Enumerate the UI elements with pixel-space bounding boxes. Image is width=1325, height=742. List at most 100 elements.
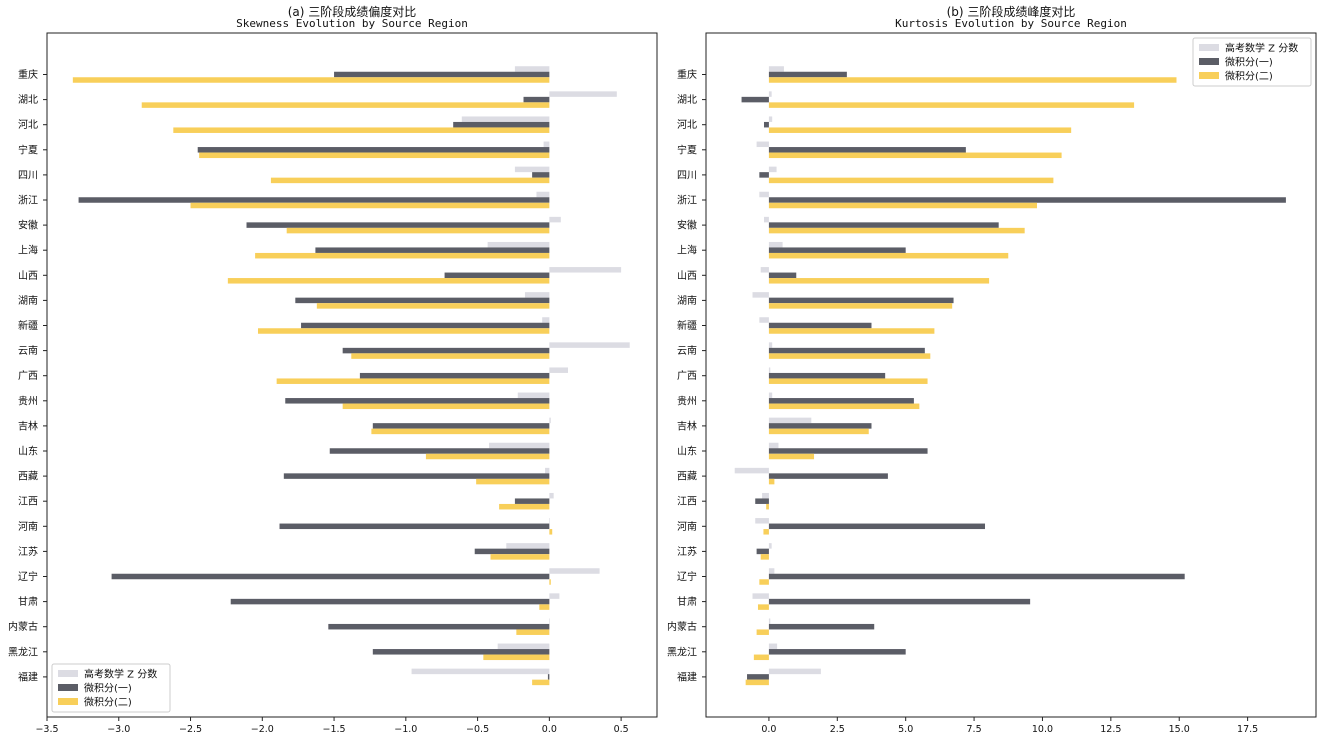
bar-gaokao-20 [768,568,775,574]
bar-gaokao-13 [768,392,773,399]
bar-calc1-20 [111,573,550,580]
category-label: 贵州 [677,394,697,407]
bar-calc1-18 [279,523,550,530]
category-label: 湖北 [18,94,38,106]
bar-calc1-22 [328,623,550,630]
bar-gaokao-4 [514,166,550,173]
bar-calc1-20 [768,573,1185,580]
x-tick-label: 12.5 [1100,724,1121,735]
bar-calc2-22 [756,629,769,635]
category-label: 甘肃 [677,595,697,608]
x-tick-label: 5.0 [898,724,913,735]
bar-calc1-12 [359,372,550,379]
category-label: 湖南 [677,294,697,307]
category-label: 云南 [18,344,38,357]
bar-calc2-23 [753,654,769,661]
bar-calc2-5 [190,202,550,209]
category-label: 广西 [18,370,38,382]
legend-box [1192,37,1312,87]
bar-calc1-19 [474,548,550,555]
category-label: 重庆 [18,68,38,81]
bar-calc1-13 [768,398,914,404]
bar-gaokao-22 [768,618,771,624]
bar-gaokao-5 [536,191,550,198]
bar-calc1-4 [759,172,769,178]
bar-gaokao-9 [752,292,769,298]
bar-calc1-23 [372,649,550,655]
x-tick-label: 10.0 [1032,724,1053,735]
bar-calc2-2 [173,127,550,133]
bar-gaokao-16 [545,467,550,474]
category-label: 上海 [677,244,697,257]
bar-calc1-5 [768,197,1286,203]
bar-gaokao-8 [760,267,769,273]
bar-calc2-9 [768,303,953,309]
legend-label-calc1: 微积分(一) [1225,56,1273,69]
bar-gaokao-20 [549,568,600,574]
legend-swatch-calc1 [1199,58,1219,65]
bar-calc1-15 [768,448,928,454]
category-label: 内蒙古 [8,620,38,633]
bar-calc2-8 [768,278,990,284]
bar-calc2-24 [532,679,550,686]
bar-calc2-5 [768,202,1037,209]
bar-calc1-6 [768,222,999,228]
category-label: 重庆 [677,68,697,81]
bar-calc2-20 [549,579,551,585]
legend-label-gaokao: 高考数学 Z 分数 [84,668,157,681]
bar-gaokao-7 [487,241,550,248]
bar-gaokao-24 [768,668,821,675]
bar-calc2-6 [286,227,550,234]
bar-calc1-3 [768,147,966,153]
legend-box [51,663,171,713]
bar-gaokao-0 [514,66,550,72]
bar-calc2-17 [499,503,550,510]
bar-calc1-19 [756,548,769,555]
x-tick-label: 0.5 [614,724,629,735]
bar-gaokao-21 [549,593,560,599]
x-tick-label: 15.0 [1169,724,1190,735]
bar-calc2-14 [768,428,869,435]
bar-gaokao-21 [752,593,769,599]
legend-label-calc2: 微积分(二) [84,696,132,709]
bar-calc2-3 [768,152,1062,159]
category-label: 吉林 [677,419,697,432]
bar-gaokao-11 [768,342,773,348]
chart-title-b: (b) 三阶段成绩峰度对比 [947,4,1076,19]
bar-calc2-2 [768,127,1072,133]
bar-calc1-4 [532,172,550,178]
bar-gaokao-2 [461,116,550,122]
bar-gaokao-23 [768,643,778,650]
bar-calc1-7 [315,247,550,253]
bar-calc1-21 [768,598,1031,605]
category-label: 上海 [18,244,38,257]
bar-gaokao-19 [768,543,772,549]
bar-calc2-10 [257,328,550,334]
legend-label-calc1: 微积分(一) [84,682,132,695]
bar-gaokao-16 [734,467,769,474]
category-label: 安徽 [18,219,38,232]
bar-calc1-0 [768,71,847,78]
legend-swatch-calc1 [58,684,78,691]
x-tick-label: −1.0 [394,724,417,735]
bar-calc1-18 [768,523,986,530]
legend-swatch-gaokao [58,670,78,677]
bar-calc2-0 [72,77,550,83]
category-label: 福建 [677,670,697,683]
bar-calc1-11 [342,347,550,354]
bar-gaokao-10 [759,317,769,323]
bar-gaokao-17 [762,492,769,499]
category-label: 湖北 [677,94,697,106]
panel-kurtosis: (b) 三阶段成绩峰度对比 Kurtosis Evolution by Sour… [667,4,1317,735]
category-label: 山东 [677,445,697,458]
bar-gaokao-0 [768,66,784,72]
category-label: 江西 [18,496,38,508]
bar-gaokao-7 [768,241,783,248]
category-label: 江西 [677,496,697,508]
bar-gaokao-4 [768,166,777,173]
bar-calc1-13 [285,398,550,404]
bar-calc2-13 [768,403,920,410]
bar-calc2-16 [476,478,550,485]
category-label: 河北 [18,119,38,131]
